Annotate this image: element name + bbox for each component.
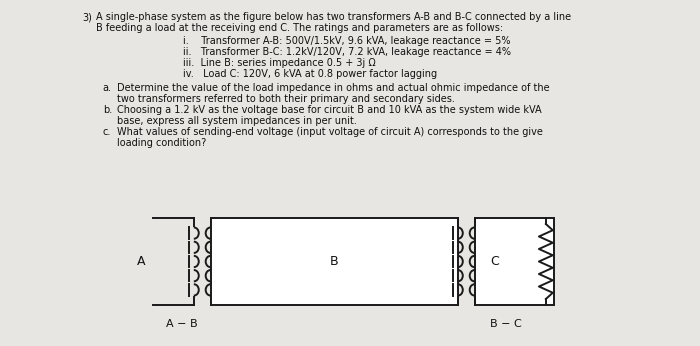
Text: B feeding a load at the receiving end C. The ratings and parameters are as follo: B feeding a load at the receiving end C.… bbox=[96, 23, 503, 33]
Text: i.    Transformer A-B: 500V/1.5kV, 9.6 kVA, leakage reactance = 5%: i. Transformer A-B: 500V/1.5kV, 9.6 kVA,… bbox=[183, 36, 510, 46]
Text: C: C bbox=[491, 255, 499, 268]
Text: Determine the value of the load impedance in ohms and actual ohmic impedance of : Determine the value of the load impedanc… bbox=[117, 83, 550, 93]
Text: A single-phase system as the figure below has two transformers A-B and B-C conne: A single-phase system as the figure belo… bbox=[96, 12, 571, 22]
Text: ii.   Transformer B-C: 1.2kV/120V, 7.2 kVA, leakage reactance = 4%: ii. Transformer B-C: 1.2kV/120V, 7.2 kVA… bbox=[183, 47, 511, 57]
Text: c.: c. bbox=[103, 127, 111, 137]
Text: 3): 3) bbox=[82, 12, 92, 22]
Text: A − B: A − B bbox=[166, 319, 198, 329]
Text: iv.   Load C: 120V, 6 kVA at 0.8 power factor lagging: iv. Load C: 120V, 6 kVA at 0.8 power fac… bbox=[183, 69, 437, 79]
Text: base, express all system impedances in per unit.: base, express all system impedances in p… bbox=[117, 116, 356, 126]
Bar bbox=[211, 218, 458, 305]
Text: B − C: B − C bbox=[490, 319, 522, 329]
Text: Choosing a 1.2 kV as the voltage base for circuit B and 10 kVA as the system wid: Choosing a 1.2 kV as the voltage base fo… bbox=[117, 105, 541, 115]
Text: iii.  Line B: series impedance 0.5 + 3j Ω: iii. Line B: series impedance 0.5 + 3j Ω bbox=[183, 58, 376, 68]
Text: a.: a. bbox=[103, 83, 112, 93]
Text: loading condition?: loading condition? bbox=[117, 138, 206, 148]
Text: What values of sending-end voltage (input voltage of circuit A) corresponds to t: What values of sending-end voltage (inpu… bbox=[117, 127, 542, 137]
Text: two transformers referred to both their primary and secondary sides.: two transformers referred to both their … bbox=[117, 94, 454, 104]
Text: A: A bbox=[137, 255, 146, 268]
Text: b.: b. bbox=[103, 105, 112, 115]
Bar bbox=[475, 218, 554, 305]
Text: B: B bbox=[330, 255, 339, 268]
